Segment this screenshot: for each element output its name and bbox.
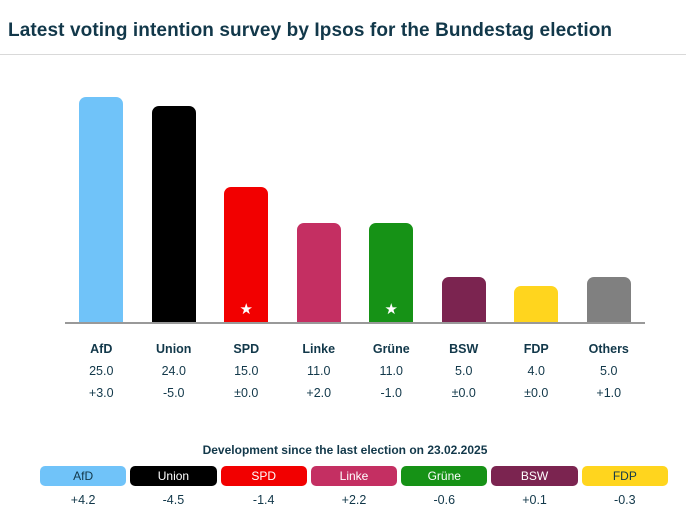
development-heading: Development since the last election on 2…: [202, 443, 488, 457]
label-column-others: Others 5.0 +1.0: [573, 338, 646, 404]
star-icon: ★: [239, 301, 253, 318]
legend-pill-grüne: Grüne: [401, 466, 488, 486]
label-column-union: Union 24.0 -5.0: [138, 338, 211, 404]
bar-spd: ★: [224, 187, 269, 322]
legend-change-bsw: +0.1: [522, 493, 547, 507]
label-column-linke: Linke 11.0 +2.0: [283, 338, 356, 404]
legend-pill-fdp: FDP: [581, 466, 668, 486]
party-value: 5.0: [455, 364, 473, 378]
party-value: 11.0: [307, 364, 331, 378]
legend-pill-row: AfD Union SPD Linke Grüne BSW FDP: [40, 466, 668, 486]
bar-column-union: [138, 94, 211, 322]
bar-linke: [296, 223, 341, 322]
label-column-fdp: FDP 4.0 ±0.0: [500, 338, 573, 404]
bar-column-bsw: [428, 94, 501, 322]
party-name: FDP: [523, 342, 549, 356]
legend-pill-bsw: BSW: [491, 466, 578, 486]
legend-change-fdp: -0.3: [614, 493, 636, 507]
bar-column-afd: [65, 94, 138, 322]
legend-pill-union: Union: [130, 466, 217, 486]
bar-column-others: [573, 94, 646, 322]
bar-column-spd: ★: [210, 94, 283, 322]
legend-value-row: +4.2 -4.5 -1.4 +2.2 -0.6 +0.1 -0.3: [40, 493, 668, 507]
bar-fdp: [514, 286, 559, 322]
legend-change-spd: -1.4: [252, 493, 275, 507]
legend-pill-linke: Linke: [310, 466, 398, 486]
legend-change-afd: +4.2: [70, 493, 96, 507]
party-value: 24.0: [161, 364, 186, 378]
party-value: 15.0: [234, 364, 259, 378]
party-change: +3.0: [88, 386, 114, 400]
party-value: 5.0: [600, 364, 618, 378]
title-divider: [0, 54, 686, 55]
party-value: 4.0: [527, 364, 545, 378]
bar-bsw: [441, 277, 486, 322]
star-icon: ★: [384, 301, 398, 318]
party-name: SPD: [233, 342, 260, 356]
label-column-grüne: Grüne 11.0 -1.0: [355, 338, 428, 404]
label-column-afd: AfD 25.0 +3.0: [65, 338, 138, 404]
party-change: ±0.0: [234, 386, 259, 400]
page-title: Latest voting intention survey by Ipsos …: [8, 20, 613, 41]
party-name: Grüne: [372, 342, 410, 356]
bar-others: [586, 277, 631, 322]
bar-column-linke: [283, 94, 356, 322]
party-value: 25.0: [89, 364, 114, 378]
party-name: BSW: [449, 342, 479, 356]
label-column-spd: SPD 15.0 ±0.0: [210, 338, 283, 404]
bar-union: [151, 106, 196, 322]
party-name: Others: [588, 342, 629, 356]
party-change: -5.0: [162, 386, 185, 400]
bar-chart: ★ ★: [65, 94, 645, 324]
legend-change-grüne: -0.6: [433, 493, 456, 507]
party-name: Union: [156, 342, 192, 356]
party-name: AfD: [90, 342, 113, 356]
bar-column-fdp: [500, 94, 573, 322]
party-name: Linke: [302, 342, 336, 356]
party-change: ±0.0: [451, 386, 476, 400]
legend-pill-spd: SPD: [220, 466, 307, 486]
bar-grüne: ★: [369, 223, 414, 322]
party-value: 11.0: [379, 364, 403, 378]
legend-pill-afd: AfD: [40, 466, 127, 486]
bar-column-grüne: ★: [355, 94, 428, 322]
party-change: +1.0: [596, 386, 622, 400]
party-change: +2.0: [306, 386, 332, 400]
bar-afd: [79, 97, 124, 322]
party-change: -1.0: [380, 386, 403, 400]
legend-change-linke: +2.2: [341, 493, 367, 507]
legend-change-union: -4.5: [162, 493, 185, 507]
label-column-bsw: BSW 5.0 ±0.0: [428, 338, 501, 404]
party-change: ±0.0: [524, 386, 549, 400]
